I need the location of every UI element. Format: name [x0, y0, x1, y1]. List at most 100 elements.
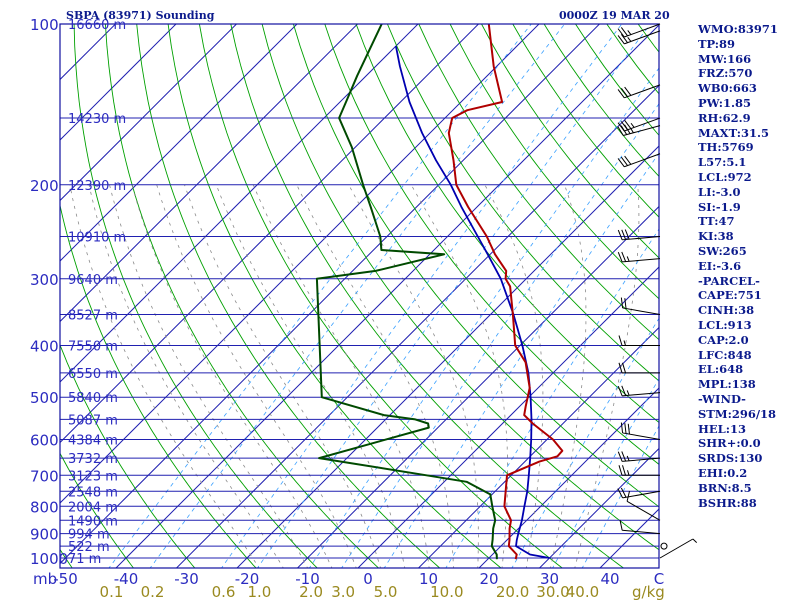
isotherm-line [357, 266, 659, 568]
height-label: 12390 m [68, 179, 126, 194]
moist-adiabat [550, 184, 587, 568]
wind-barb-full [620, 422, 624, 433]
dry-adiabat [230, 24, 625, 568]
mixing-ratio-label: 5.0 [374, 583, 398, 600]
wind-barb-full [620, 125, 628, 135]
wind-barb-staff [624, 30, 661, 45]
wind-barb [617, 451, 661, 462]
pressure-tick-label: 600 [30, 432, 59, 450]
wind-barb-full [617, 89, 625, 99]
wind-barb-full [617, 35, 625, 45]
isotherm-line [236, 145, 659, 568]
mixing-ratio-label: 20.0 [496, 583, 529, 600]
stability-index-line: -WIND- [698, 391, 746, 406]
height-label: 2004 m [68, 500, 118, 515]
dry-adiabat [60, 343, 196, 568]
stability-index-line: SW:265 [698, 243, 747, 258]
wind-barb-full [621, 385, 627, 396]
dry-adiabat [418, 24, 659, 341]
pressure-tick-label: 700 [30, 467, 59, 485]
isotherm-line [60, 24, 601, 565]
wind-barb-full [617, 385, 623, 397]
dry-adiabat [355, 24, 659, 424]
wind-barb-full [621, 229, 627, 240]
stability-index-line: WB0:663 [698, 81, 757, 96]
isotherm-line [60, 24, 419, 383]
wind-barb-half [630, 122, 635, 128]
wind-barb [617, 487, 661, 499]
isotherm-line [60, 24, 177, 141]
mixing-ratio-line [511, 317, 659, 568]
height-label: 2548 m [68, 485, 118, 500]
stability-index-line: -PARCEL- [698, 273, 760, 288]
height-label: 994 m [68, 528, 110, 543]
moist-adiabat [574, 184, 640, 568]
dewpoint-trace [315, 24, 498, 560]
stability-index-line: TH:5769 [698, 140, 754, 155]
isotherm-line [296, 205, 659, 568]
temperature-tick-label: C [654, 570, 664, 588]
wind-barb-half [626, 390, 630, 396]
wind-barb-staff [622, 392, 661, 397]
plot-frame [59, 23, 660, 569]
isotherm-line [478, 387, 659, 568]
wind-barb-full [617, 28, 625, 38]
wind-barb-full [622, 465, 626, 476]
background-grid [0, 12, 659, 569]
wind-barb-full [617, 451, 623, 462]
stability-index-line: BSHR:88 [698, 495, 757, 510]
stability-index-line: LCL:913 [698, 317, 752, 332]
wind-barb-half [623, 340, 626, 346]
wind-barb-full [627, 423, 630, 435]
isotherm-line [60, 24, 540, 504]
wind-barb-full [621, 251, 627, 262]
stability-index-line: SI:-1.9 [698, 199, 741, 214]
wind-barb-full [620, 33, 628, 43]
wind-barb-full [624, 119, 632, 129]
isotherm-line [0, 12, 6, 569]
mixing-ratio-line [552, 377, 659, 568]
moist-adiabat [215, 184, 406, 568]
wind-barb-full [624, 298, 627, 309]
wind-barb-staff [622, 258, 661, 263]
wind-barb [617, 23, 661, 38]
height-label: 5840 m [68, 391, 118, 406]
wind-barb [619, 519, 661, 535]
mixing-ratio-label: 2.0 [299, 583, 323, 600]
temperature-tick-label: -30 [174, 570, 199, 588]
wind-barb-full [620, 156, 628, 166]
dry-adiabat [292, 24, 659, 508]
isotherm-line [60, 24, 238, 202]
moist-adiabat [484, 184, 544, 568]
wind-barb-half [627, 470, 630, 476]
temperature-tick-label: 0 [363, 570, 373, 588]
stability-index-line: SHR+:0.0 [698, 436, 761, 451]
moist-adiabat [156, 184, 357, 568]
wind-barb-staff [626, 500, 661, 521]
wind-barb-staff [624, 84, 661, 99]
dry-adiabat [60, 452, 135, 568]
stability-index-line: EHI:0.2 [698, 465, 748, 480]
temperature-tick-label: -20 [235, 570, 260, 588]
sounding-time: 0000Z 19 MAR 20 [559, 9, 670, 22]
wind-barb-full [624, 155, 632, 165]
wind-barb-staff [624, 117, 661, 132]
stability-index-line: SRDS:130 [698, 451, 763, 466]
mixing-ratio-line [257, 24, 651, 568]
wind-barb-full [624, 423, 627, 434]
sounding-profiles [315, 24, 564, 560]
stability-index-line: CAPE:751 [698, 288, 762, 303]
wind-barb-staff [622, 432, 661, 441]
stability-index-line: EI:-3.6 [698, 258, 742, 273]
temperature-tick-label: -10 [295, 570, 320, 588]
stability-index-line: RH:62.9 [698, 110, 751, 125]
dry-adiabat [136, 24, 441, 568]
stability-index-line: MW:166 [698, 51, 752, 66]
mixing-ratio-unit: g/kg [632, 583, 665, 600]
wind-barb-full [624, 86, 632, 96]
wind-barb-full [624, 124, 631, 134]
mixing-ratio-label: 0.2 [141, 583, 165, 600]
calm-wind-circle [660, 542, 668, 550]
wind-barb [659, 538, 698, 559]
sounding-title: SBPA (83971) Sounding [66, 9, 215, 22]
